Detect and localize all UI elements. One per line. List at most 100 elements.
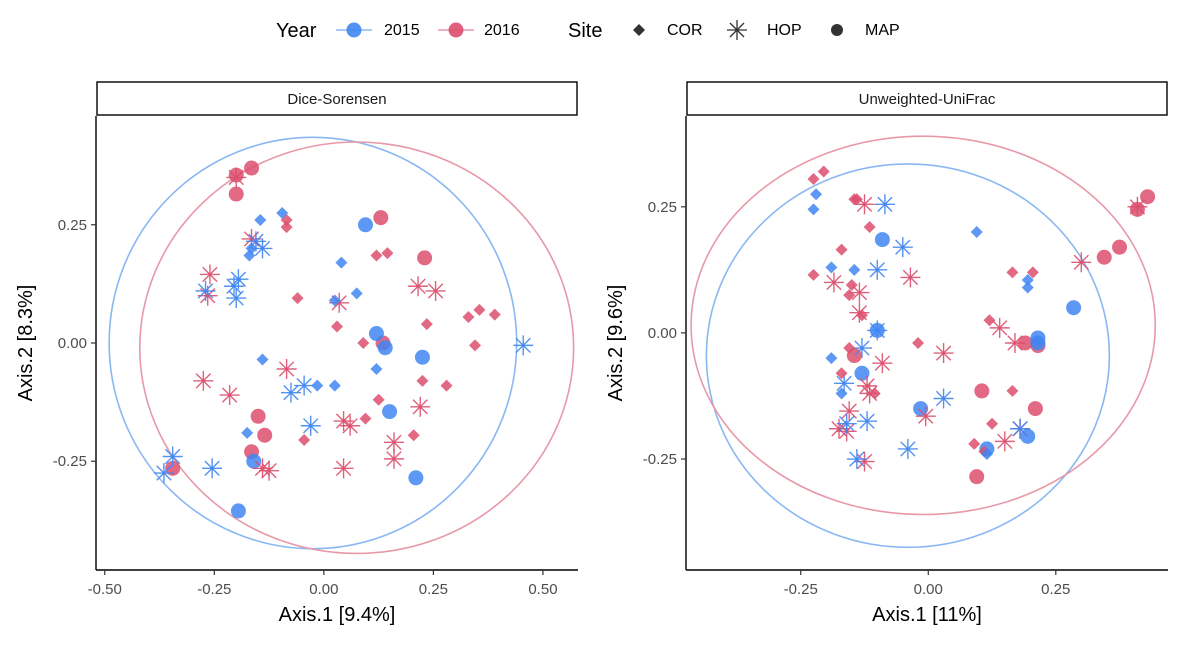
point-cor-2015 <box>328 294 341 307</box>
legend-title-year: Year <box>276 20 317 42</box>
legend-label-2015: 2015 <box>384 22 420 39</box>
point-cor-2016 <box>280 221 293 234</box>
point-cor-2016 <box>1006 384 1019 397</box>
point-hop-2016 <box>933 343 954 364</box>
point-cor-2015 <box>1021 281 1034 294</box>
point-hop-2016 <box>989 317 1010 338</box>
point-cor-2015 <box>810 188 823 201</box>
point-cor-2015 <box>328 379 341 392</box>
legend-key-2016-dot <box>448 22 464 38</box>
point-map-2015 <box>382 404 398 420</box>
point-hop-2015 <box>195 280 216 301</box>
point-hop-2016 <box>823 272 844 293</box>
point-map-2015 <box>1030 335 1046 351</box>
point-hop-2016 <box>872 353 893 374</box>
point-map-2016 <box>1112 239 1128 255</box>
point-cor-2015 <box>835 387 848 400</box>
point-cor-2016 <box>850 193 863 206</box>
point-cor-2015 <box>825 352 838 365</box>
point-map-2015 <box>874 232 890 248</box>
point-hop-2015 <box>897 438 918 459</box>
point-hop-2015 <box>1010 418 1031 439</box>
point-hop-2016 <box>1127 196 1148 217</box>
point-hop-2015 <box>226 288 247 309</box>
point-cor-2016 <box>407 429 420 442</box>
point-map-2015 <box>357 217 373 233</box>
legend-key-map-circle-icon <box>831 24 843 36</box>
point-cor-2015 <box>254 214 267 227</box>
point-cor-2016 <box>807 173 820 186</box>
ellipse-2015 <box>705 163 1111 549</box>
point-cor-2015 <box>807 203 820 216</box>
ellipse-2016 <box>139 141 575 555</box>
point-hop-2016 <box>410 396 431 417</box>
point-map-2016 <box>974 383 990 399</box>
legend-key-2015-dot <box>346 22 362 38</box>
strip-title: Dice-Sorensen <box>287 91 386 108</box>
point-cor-2015 <box>335 256 348 269</box>
point-hop-2015 <box>836 413 857 434</box>
y-tick-label: -0.25 <box>643 451 677 468</box>
point-hop-2016 <box>839 401 860 422</box>
point-cor-2016 <box>440 379 453 392</box>
point-cor-2015 <box>276 206 289 219</box>
point-cor-2016 <box>381 247 394 260</box>
point-map-2016 <box>228 186 244 202</box>
point-cor-2016 <box>855 309 868 322</box>
point-cor-2016 <box>370 249 383 262</box>
legend: Year 2015 2016 Site COR HOP MAP <box>276 20 900 42</box>
point-hop-2015 <box>892 237 913 258</box>
point-cor-2016 <box>372 393 385 406</box>
point-hop-2016 <box>259 460 280 481</box>
point-map-2016 <box>257 427 273 443</box>
point-cor-2016 <box>469 339 482 352</box>
y-tick-label: -0.25 <box>53 453 87 470</box>
point-map-2016 <box>969 469 985 485</box>
point-cor-2016 <box>359 412 372 425</box>
point-cor-2016 <box>420 318 433 331</box>
point-hop-2015 <box>857 411 878 432</box>
point-hop-2016 <box>219 385 240 406</box>
x-tick-label: 0.25 <box>419 581 448 598</box>
point-cor-2015 <box>350 287 363 300</box>
y-tick-label: 0.25 <box>648 199 677 216</box>
point-hop-2015 <box>867 259 888 280</box>
point-hop-2015 <box>153 463 174 484</box>
point-map-2016 <box>165 460 181 476</box>
point-hop-2016 <box>900 267 921 288</box>
legend-key-2015 <box>336 22 372 38</box>
point-cor-2016 <box>817 165 830 178</box>
point-cor-2015 <box>848 263 861 276</box>
point-map-2016 <box>1096 249 1112 265</box>
point-map-2015 <box>854 365 870 381</box>
point-hop-2016 <box>408 276 429 297</box>
point-cor-2015 <box>370 363 383 376</box>
point-hop-2016 <box>994 431 1015 452</box>
point-map-2015 <box>1066 300 1082 316</box>
point-cor-2016 <box>473 303 486 316</box>
legend-title-site: Site <box>568 20 602 42</box>
ellipse-2015 <box>108 136 518 550</box>
point-hop-2016 <box>333 458 354 479</box>
point-hop-2016 <box>199 264 220 285</box>
ellipse-2016 <box>690 135 1157 516</box>
point-map-2015 <box>414 349 430 365</box>
point-map-2015 <box>230 503 246 519</box>
y-axis-title: Axis.2 [8.3%] <box>15 285 37 402</box>
x-tick-label: -0.50 <box>88 581 122 598</box>
y-axis-title: Axis.2 [9.6%] <box>605 285 627 402</box>
x-tick-label: 0.00 <box>914 581 943 598</box>
point-cor-2016 <box>331 320 343 333</box>
point-cor-2016 <box>983 314 996 327</box>
point-cor-2016 <box>843 289 856 302</box>
point-hop-2016 <box>915 406 936 427</box>
point-hop-2016 <box>226 167 247 188</box>
point-cor-2015 <box>311 379 324 392</box>
point-map-2015 <box>913 401 929 417</box>
point-cor-2016 <box>986 417 999 430</box>
point-map-2015 <box>408 470 424 486</box>
point-cor-2016 <box>357 337 370 349</box>
point-hop-2016 <box>383 448 404 469</box>
point-cor-2016 <box>868 387 881 400</box>
